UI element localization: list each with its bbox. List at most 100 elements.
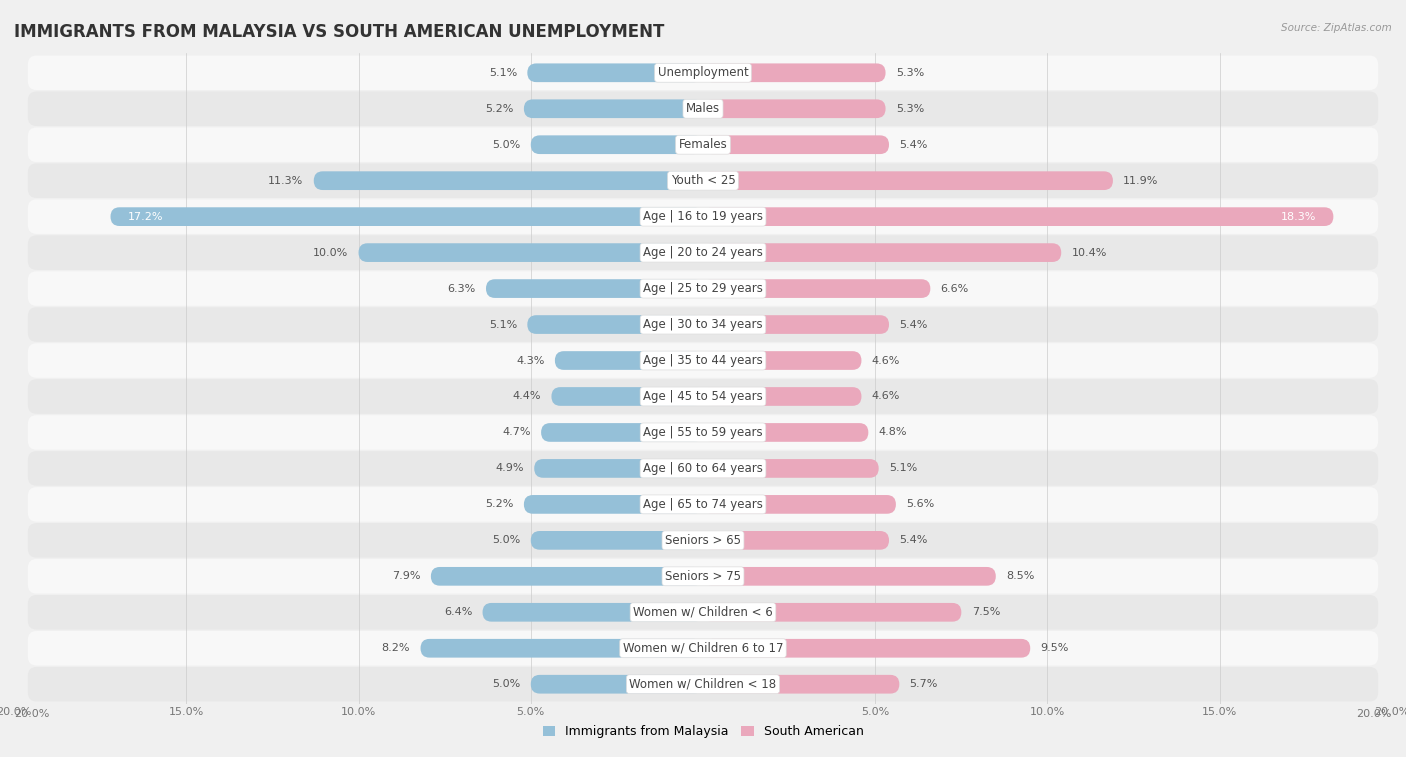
Text: 11.3%: 11.3% <box>269 176 304 185</box>
Text: 5.1%: 5.1% <box>889 463 917 473</box>
FancyBboxPatch shape <box>28 559 1378 593</box>
Text: Age | 60 to 64 years: Age | 60 to 64 years <box>643 462 763 475</box>
FancyBboxPatch shape <box>524 495 703 514</box>
Text: Source: ZipAtlas.com: Source: ZipAtlas.com <box>1281 23 1392 33</box>
Text: IMMIGRANTS FROM MALAYSIA VS SOUTH AMERICAN UNEMPLOYMENT: IMMIGRANTS FROM MALAYSIA VS SOUTH AMERIC… <box>14 23 665 41</box>
Text: 6.4%: 6.4% <box>444 607 472 617</box>
FancyBboxPatch shape <box>28 487 1378 522</box>
Text: 20.0%: 20.0% <box>14 709 49 719</box>
Text: Seniors > 75: Seniors > 75 <box>665 570 741 583</box>
FancyBboxPatch shape <box>28 235 1378 270</box>
FancyBboxPatch shape <box>703 171 1114 190</box>
FancyBboxPatch shape <box>541 423 703 442</box>
FancyBboxPatch shape <box>531 675 703 693</box>
FancyBboxPatch shape <box>28 631 1378 665</box>
Text: 20.0%: 20.0% <box>1357 709 1392 719</box>
Text: Age | 35 to 44 years: Age | 35 to 44 years <box>643 354 763 367</box>
FancyBboxPatch shape <box>703 603 962 621</box>
Text: 5.7%: 5.7% <box>910 679 938 689</box>
Text: 5.2%: 5.2% <box>485 104 513 114</box>
Text: 4.4%: 4.4% <box>513 391 541 401</box>
FancyBboxPatch shape <box>28 55 1378 90</box>
Text: 5.3%: 5.3% <box>896 68 924 78</box>
Text: 5.0%: 5.0% <box>492 679 520 689</box>
FancyBboxPatch shape <box>551 387 703 406</box>
Text: 8.5%: 8.5% <box>1007 572 1035 581</box>
FancyBboxPatch shape <box>28 451 1378 486</box>
Text: Unemployment: Unemployment <box>658 67 748 79</box>
FancyBboxPatch shape <box>703 279 931 298</box>
Text: 4.6%: 4.6% <box>872 356 900 366</box>
Text: 6.6%: 6.6% <box>941 284 969 294</box>
FancyBboxPatch shape <box>703 99 886 118</box>
Text: 8.2%: 8.2% <box>381 643 411 653</box>
Text: 4.3%: 4.3% <box>516 356 544 366</box>
Text: Women w/ Children < 6: Women w/ Children < 6 <box>633 606 773 618</box>
FancyBboxPatch shape <box>28 307 1378 342</box>
Text: 7.5%: 7.5% <box>972 607 1000 617</box>
Text: 4.8%: 4.8% <box>879 428 907 438</box>
Text: 5.4%: 5.4% <box>900 140 928 150</box>
FancyBboxPatch shape <box>28 415 1378 450</box>
Text: Age | 20 to 24 years: Age | 20 to 24 years <box>643 246 763 259</box>
Text: 5.6%: 5.6% <box>907 500 935 509</box>
FancyBboxPatch shape <box>703 459 879 478</box>
Text: Age | 16 to 19 years: Age | 16 to 19 years <box>643 210 763 223</box>
FancyBboxPatch shape <box>28 271 1378 306</box>
FancyBboxPatch shape <box>703 64 886 82</box>
Text: 10.4%: 10.4% <box>1071 248 1107 257</box>
Text: 9.5%: 9.5% <box>1040 643 1069 653</box>
FancyBboxPatch shape <box>703 207 1333 226</box>
Text: 4.7%: 4.7% <box>502 428 531 438</box>
Text: 5.0%: 5.0% <box>492 535 520 545</box>
FancyBboxPatch shape <box>28 667 1378 702</box>
FancyBboxPatch shape <box>703 495 896 514</box>
FancyBboxPatch shape <box>28 127 1378 162</box>
FancyBboxPatch shape <box>703 567 995 586</box>
Text: Age | 55 to 59 years: Age | 55 to 59 years <box>643 426 763 439</box>
Text: 5.3%: 5.3% <box>896 104 924 114</box>
FancyBboxPatch shape <box>534 459 703 478</box>
FancyBboxPatch shape <box>359 243 703 262</box>
FancyBboxPatch shape <box>703 315 889 334</box>
FancyBboxPatch shape <box>531 136 703 154</box>
FancyBboxPatch shape <box>111 207 703 226</box>
Text: 10.0%: 10.0% <box>314 248 349 257</box>
FancyBboxPatch shape <box>314 171 703 190</box>
Text: 17.2%: 17.2% <box>128 212 163 222</box>
FancyBboxPatch shape <box>28 523 1378 558</box>
Text: 18.3%: 18.3% <box>1281 212 1316 222</box>
FancyBboxPatch shape <box>28 164 1378 198</box>
Text: Women w/ Children < 18: Women w/ Children < 18 <box>630 678 776 690</box>
Text: Females: Females <box>679 139 727 151</box>
FancyBboxPatch shape <box>703 639 1031 658</box>
Text: 11.9%: 11.9% <box>1123 176 1159 185</box>
FancyBboxPatch shape <box>531 531 703 550</box>
FancyBboxPatch shape <box>482 603 703 621</box>
Text: 5.4%: 5.4% <box>900 319 928 329</box>
Text: 5.1%: 5.1% <box>489 68 517 78</box>
FancyBboxPatch shape <box>28 199 1378 234</box>
Text: 5.2%: 5.2% <box>485 500 513 509</box>
Text: 4.9%: 4.9% <box>495 463 524 473</box>
FancyBboxPatch shape <box>703 243 1062 262</box>
Text: 4.6%: 4.6% <box>872 391 900 401</box>
Text: Age | 30 to 34 years: Age | 30 to 34 years <box>643 318 763 331</box>
Text: 5.1%: 5.1% <box>489 319 517 329</box>
Text: 5.4%: 5.4% <box>900 535 928 545</box>
FancyBboxPatch shape <box>703 531 889 550</box>
FancyBboxPatch shape <box>486 279 703 298</box>
FancyBboxPatch shape <box>430 567 703 586</box>
FancyBboxPatch shape <box>555 351 703 370</box>
FancyBboxPatch shape <box>28 92 1378 126</box>
FancyBboxPatch shape <box>703 675 900 693</box>
FancyBboxPatch shape <box>28 343 1378 378</box>
Text: Women w/ Children 6 to 17: Women w/ Children 6 to 17 <box>623 642 783 655</box>
FancyBboxPatch shape <box>703 387 862 406</box>
Text: Males: Males <box>686 102 720 115</box>
FancyBboxPatch shape <box>703 423 869 442</box>
FancyBboxPatch shape <box>420 639 703 658</box>
Text: Age | 45 to 54 years: Age | 45 to 54 years <box>643 390 763 403</box>
FancyBboxPatch shape <box>703 351 862 370</box>
Text: Age | 65 to 74 years: Age | 65 to 74 years <box>643 498 763 511</box>
